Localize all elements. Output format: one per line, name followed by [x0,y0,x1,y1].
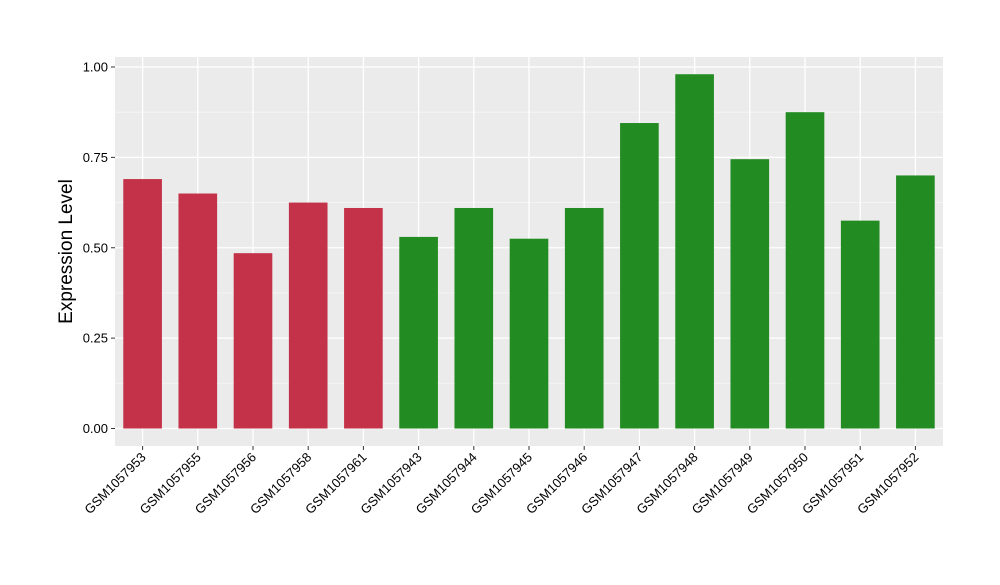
bar-GSM1057955 [178,193,218,429]
bar-GSM1057947 [620,123,659,429]
bar-GSM1057945 [509,238,549,429]
bar-GSM1057956 [233,253,273,429]
y-tick-label: 0.50 [83,240,108,255]
bar-GSM1057949 [730,159,770,429]
y-axis-title: Expression Level [56,179,77,324]
y-tick-label: 0.75 [83,150,108,165]
bar-GSM1057943 [399,236,438,429]
y-tick-label: 0.00 [83,421,108,436]
bar-GSM1057950 [785,112,825,429]
bar-GSM1057952 [896,175,935,429]
bar-GSM1057948 [675,74,714,429]
bar-GSM1057958 [288,202,328,429]
bar-GSM1057953 [123,179,162,429]
y-tick-label: 0.25 [83,331,108,346]
bars [123,74,935,429]
bar-GSM1057946 [564,207,604,429]
y-axis: 0.00 0.25 0.50 0.75 1.00 [83,60,115,436]
x-axis: GSM1057953GSM1057955GSM1057956GSM1057958… [81,446,922,517]
y-tick-label: 1.00 [83,60,108,75]
bar-GSM1057951 [840,220,880,429]
bar-GSM1057944 [454,207,494,429]
bar-GSM1057961 [344,207,383,429]
